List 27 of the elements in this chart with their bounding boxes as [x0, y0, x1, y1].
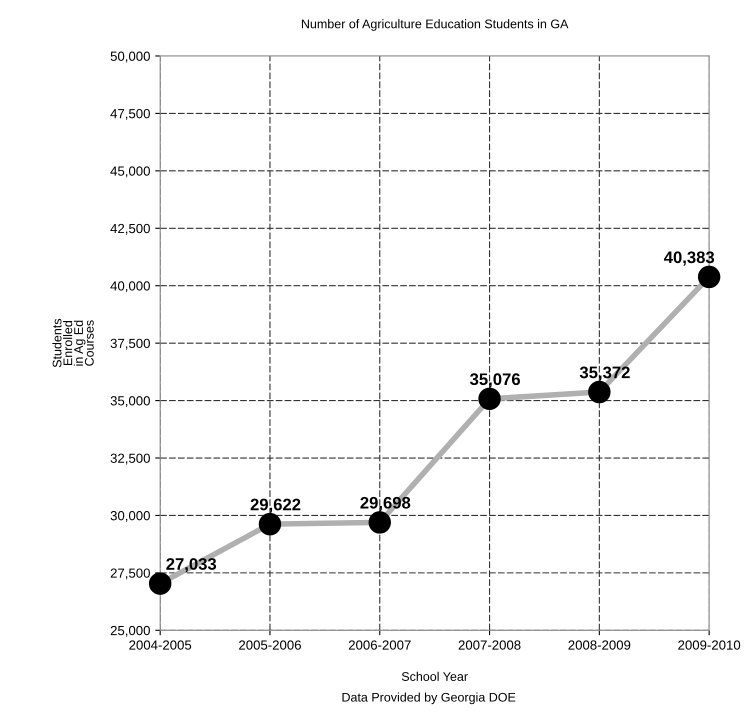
x-tick-label: 2006-2007 — [348, 640, 411, 650]
chart-title: Number of Agriculture Education Students in GA — [302, 19, 568, 31]
data-label: 29,622 — [250, 498, 300, 513]
text: Data Provided by Georgia DOE — [342, 692, 516, 704]
data-label: 35,076 — [470, 373, 520, 388]
x-tick-label: 2008-2009 — [568, 640, 630, 650]
y-axis-title: Students Enrolled in Ag Ed Courses — [52, 318, 94, 368]
y-tick-label: 50,000 — [110, 52, 150, 62]
data-label: 27,033 — [166, 558, 216, 572]
y-tick-label: 30,000 — [110, 511, 150, 522]
y-tick-label: 40,000 — [110, 281, 150, 292]
y-tick-label: 47,500 — [110, 108, 150, 120]
x-axis-title: School Year — [402, 672, 468, 681]
y-tick-label: 45,000 — [110, 166, 150, 178]
y-tick-label: 27,500 — [110, 568, 150, 580]
y-tick-label: 32,500 — [110, 454, 150, 464]
x-tick-label: 2009-2010 — [678, 640, 740, 650]
y-tick-label: 37,500 — [110, 338, 150, 350]
data-label: 29,698 — [360, 496, 410, 512]
y-tick-label: 42,500 — [110, 224, 150, 235]
y-tick-label: 35,000 — [110, 396, 150, 408]
data-label: 35,372 — [580, 366, 630, 381]
x-tick-label: 2004-2005 — [129, 640, 192, 650]
x-tick-label: 2007-2008 — [458, 640, 521, 650]
x-tick-label: 2005-2006 — [239, 640, 301, 650]
y-tick-label: 25,000 — [110, 626, 150, 637]
data-label: 40,383 — [664, 251, 714, 266]
